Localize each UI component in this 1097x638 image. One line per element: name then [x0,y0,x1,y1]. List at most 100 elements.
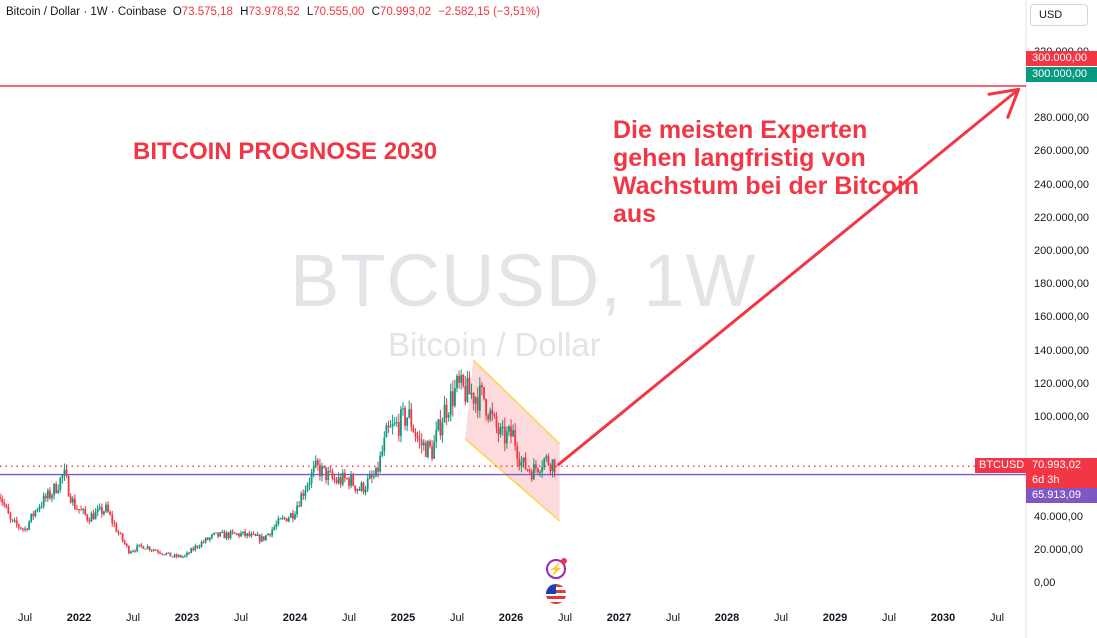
candle-body [395,422,398,424]
candle-body [202,541,205,543]
candle-body [36,509,39,511]
candle-body [192,548,195,550]
candle-body [325,467,328,481]
candle-body [404,408,406,426]
candle-body [462,374,465,387]
low-label: L [306,6,314,18]
candle-body [514,430,517,447]
candle-body [11,519,14,521]
candle-body [499,426,502,435]
candle-body [113,523,116,525]
candle-body [0,496,1,499]
annotation-title[interactable]: BITCOIN PROGNOSE 2030 [133,138,438,165]
candle-body [393,422,396,425]
candle-body [227,532,230,538]
candle-body [103,511,105,515]
candle-body [1,498,4,503]
annotation-text[interactable]: Die meisten Experten gehen langfristig v… [613,116,920,228]
candle-body [277,518,280,525]
x-tick-label: Jul [773,612,789,624]
candle-body [539,471,541,473]
us-flag-icon[interactable] [546,584,566,604]
candle-body [476,397,479,411]
candle-body [244,531,247,536]
x-tick-label: 2026 [498,612,524,624]
y-tick-label: 140.000,00 [1034,344,1090,357]
notification-dot [561,558,567,564]
y-tick-label: 160.000,00 [1034,311,1090,324]
candle-body [57,489,60,493]
candle-body [213,532,215,535]
candle-body [360,482,363,491]
candle-body [51,495,53,499]
candle-body [470,392,473,395]
candle-body [352,475,355,486]
candle-body [32,513,35,517]
candle-body [510,426,512,437]
x-tick-label: 2029 [822,612,848,624]
candle-body [339,477,342,485]
candle-body [105,504,107,512]
candle-body [362,482,365,493]
y-tick-label: 220.000,00 [1034,211,1090,224]
candle-body [348,478,350,486]
candle-body [319,464,321,477]
candle-body [304,490,307,496]
candle-body [316,460,319,465]
candle-body [485,399,487,416]
candle-body [300,493,303,507]
candle-body [73,498,76,509]
candle-body [547,456,550,465]
candle-body [483,387,485,400]
candle-body [505,431,508,444]
candle-body [474,397,477,404]
x-tick-label: 2022 [66,612,92,624]
x-tick-label: 2030 [930,612,956,624]
currency-button[interactable]: USD [1030,4,1088,26]
candle-body [121,533,124,541]
candle-body [82,508,85,510]
target-price-tag-red: 300.000,00 [1026,51,1097,66]
candle-body [495,415,498,428]
candle-body [458,375,460,383]
candle-body [391,424,394,427]
candle-body [252,533,255,535]
candle-body [491,410,494,415]
candle-body [142,546,145,549]
candle-body [157,550,159,553]
y-tick-label: 120.000,00 [1034,377,1090,390]
candle-body [100,506,103,515]
close-label: C [371,6,380,18]
candle-body [61,475,64,478]
candle-body [98,506,101,509]
candle-body [279,518,282,520]
candle-body [314,460,317,467]
candle-body [80,509,82,511]
candle-body [341,472,344,485]
candle-body [163,554,166,556]
candle-body [84,508,87,515]
x-tick-label: Jul [17,612,33,624]
lightning-icon[interactable]: ⚡ [546,558,567,579]
candle-body [308,482,311,486]
x-tick-label: 2025 [390,612,416,624]
candle-body [127,546,130,554]
candle-body [30,513,33,522]
candle-body [451,391,454,406]
candle-body [173,554,176,557]
channel-upper-line [472,359,561,445]
candle-body [294,514,296,519]
candle-body [165,553,168,555]
candle-body [63,469,66,476]
last-price-tag: 70.993,02 6d 3h [1026,458,1097,488]
candle-body [522,457,525,463]
open-label: O [172,6,182,18]
candle-body [42,495,45,507]
candle-body [152,549,155,551]
candle-body [5,504,8,507]
candle-body [206,537,209,540]
candle-body [537,468,539,473]
candle-body [154,549,157,551]
candle-body [512,430,514,437]
